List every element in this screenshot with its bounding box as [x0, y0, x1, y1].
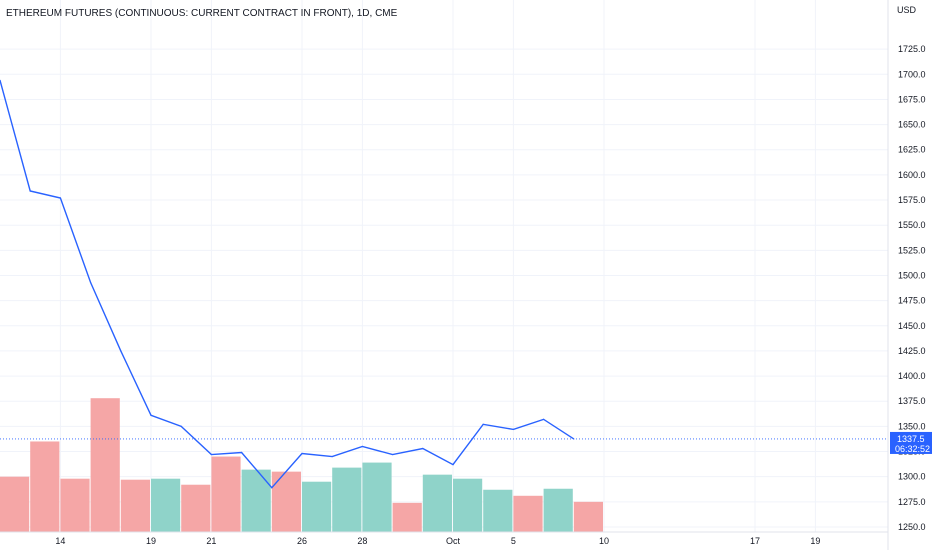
price-point: [120, 350, 122, 352]
volume-bar: [0, 476, 30, 532]
last-price-layer: 1337.506:32:52: [0, 431, 932, 454]
price-point: [241, 451, 243, 454]
volume-bars: [0, 398, 603, 532]
price-tick-label: 1725.0: [898, 44, 926, 54]
price-point: [361, 445, 363, 448]
price-line: [0, 80, 575, 489]
price-tick-label: 1675.0: [898, 94, 926, 104]
volume-bar: [90, 398, 120, 532]
price-point: [90, 281, 92, 284]
time-tick-label: 28: [357, 536, 367, 546]
volume-bar: [241, 469, 271, 532]
price-axis[interactable]: 1250.01275.01300.01325.01350.01375.01400…: [887, 0, 926, 550]
price-point: [301, 452, 303, 455]
volume-bar: [211, 456, 241, 532]
volume-bar: [181, 484, 211, 532]
time-tick-label: 17: [750, 536, 760, 546]
price-tick-label: 1625.0: [898, 145, 926, 155]
price-tick-label: 1475.0: [898, 296, 926, 306]
price-point: [392, 453, 394, 456]
currency-label: USD: [897, 5, 917, 15]
price-point: [180, 425, 182, 427]
price-point: [150, 414, 152, 416]
price-point: [512, 428, 515, 430]
price-point: [29, 190, 31, 192]
price-line-layer: [0, 79, 575, 489]
price-tick-label: 1500.0: [898, 270, 926, 280]
volume-bar: [60, 478, 90, 532]
volume-bar: [543, 488, 573, 532]
price-tick-label: 1250.0: [898, 522, 926, 532]
price-point: [271, 487, 273, 489]
volume-bar: [302, 481, 332, 532]
price-tick-label: 1400.0: [898, 371, 926, 381]
price-tick-label: 1700.0: [898, 69, 926, 79]
price-tick-label: 1275.0: [898, 497, 926, 507]
time-tick-label: 21: [206, 536, 216, 546]
time-tick-label: 14: [55, 536, 65, 546]
volume-bar: [362, 462, 392, 532]
price-point: [452, 464, 454, 466]
price-point: [59, 197, 62, 199]
gridlines: [0, 0, 888, 532]
price-tick-label: 1575.0: [898, 195, 926, 205]
countdown-label: 06:32:52: [895, 444, 930, 454]
price-point: [422, 447, 424, 450]
volume-bar: [483, 489, 513, 532]
price-point: [210, 453, 212, 456]
time-axis[interactable]: 14 19 21 26 28 Oct 5 10 17 19: [0, 531, 888, 546]
chart-title: ETHEREUM FUTURES (CONTINUOUS: CURRENT CO…: [6, 8, 398, 19]
price-tick-label: 1450.0: [898, 321, 926, 331]
price-tick-label: 1425.0: [898, 346, 926, 356]
last-price-tag: [890, 431, 932, 454]
price-tick-label: 1550.0: [898, 220, 926, 230]
volume-bar: [453, 478, 483, 532]
volume-bar: [332, 467, 362, 532]
last-price-value: 1337.5: [897, 434, 925, 444]
volume-bar: [120, 479, 150, 532]
volume-bar: [422, 474, 452, 532]
volume-bar: [513, 495, 543, 532]
time-tick-label: Oct: [446, 536, 461, 546]
price-tick-label: 1375.0: [898, 396, 926, 406]
price-point: [482, 423, 484, 425]
price-point: [331, 455, 333, 458]
price-point: [0, 79, 1, 81]
time-tick-label: 5: [511, 536, 516, 546]
time-tick-label: 26: [297, 536, 307, 546]
price-tick-label: 1525.0: [898, 245, 926, 255]
time-tick-label: 10: [599, 536, 609, 546]
volume-bar: [30, 441, 60, 532]
price-tick-label: 1650.0: [898, 120, 926, 130]
time-tick-label: 19: [810, 536, 820, 546]
volume-bar: [271, 471, 301, 532]
volume-bar: [392, 502, 422, 532]
time-tick-label: 19: [146, 536, 156, 546]
price-tick-label: 1350.0: [898, 421, 926, 431]
volume-bar: [151, 478, 181, 532]
volume-bar: [573, 501, 603, 532]
price-point: [543, 418, 545, 420]
price-tick-label: 1300.0: [898, 472, 926, 482]
price-tick-label: 1600.0: [898, 170, 926, 180]
